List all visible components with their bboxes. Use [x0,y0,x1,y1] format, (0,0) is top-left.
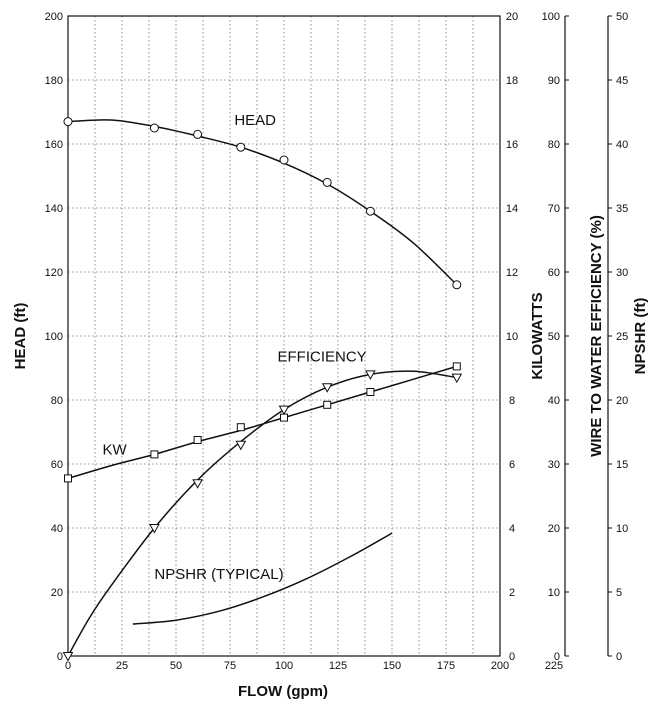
x-axis-title: FLOW (gpm) [238,683,328,700]
head-label: HEAD [234,112,276,129]
kw-point [280,413,288,422]
kw-tick-label: 18 [506,75,518,87]
npshr-tick-label: 20 [616,395,628,407]
head-tick-label: 20 [51,587,63,599]
kw-tick-label: 0 [509,651,515,663]
x-tick-label: 200 [491,660,509,672]
npshr-tick-label: 30 [616,267,628,279]
grid [68,16,500,656]
head-point [149,123,159,133]
efficiency-point [149,524,160,534]
head-axis-title: HEAD (ft) [12,303,29,370]
efficiency-tick-label: 0 [554,651,560,663]
kw-tick-label: 20 [506,11,518,23]
efficiency-tick-label: 40 [548,395,560,407]
head-tick-label: 160 [45,139,63,151]
curve-labels: HEAD EFFICIENCY KW NPSHR (TYPICAL) [103,112,367,583]
npshr-typical-label: NPSHR (TYPICAL) [154,566,283,583]
head-tick-label: 200 [45,11,63,23]
kw-tick-label: 6 [509,459,515,471]
x-tick-label: 100 [275,660,293,672]
efficiency-tick-label: 100 [542,11,560,23]
head-tick-label: 60 [51,459,63,471]
x-tick-label: 175 [437,660,455,672]
head-curve [67,119,458,286]
npshr-tick-label: 40 [616,139,628,151]
head-point [279,155,289,165]
kw-tick-label: 12 [506,267,518,279]
kw-tick-label: 2 [509,587,515,599]
kw-point [64,474,72,483]
efficiency-point [62,652,74,662]
kw-tick-label: 16 [506,139,518,151]
efficiency-tick-label: 20 [548,523,560,535]
head-point [452,280,462,290]
head-point [193,129,203,139]
npshr-axis-title: NPSHR (ft) [632,298,649,375]
efficiency-point [321,383,333,393]
tick-labels: 0 25 50 75 100 125 150 175 200 225020406080100120… [45,11,629,672]
x-tick-label: 0 [65,660,71,672]
head-tick-label: 120 [45,267,63,279]
efficiency-point [278,405,290,416]
efficiency-axis-title: WIRE TO WATER EFFICIENCY (%) [588,215,605,457]
head-point [365,206,375,216]
npshr-tick-label: 15 [616,459,628,471]
kw-tick-label: 8 [509,395,515,407]
kw-point [366,388,375,396]
x-tick-label: 25 [116,660,128,672]
kw-label: KW [103,441,128,458]
x-tick-label: 150 [383,660,401,672]
npshr-tick-label: 0 [616,651,622,663]
head-point [322,177,332,187]
x-tick-label: 75 [224,660,236,672]
npshr-tick-label: 10 [616,523,628,535]
kw-tick-label: 4 [509,523,515,535]
x-tick-label: 225 [545,660,563,672]
npshr-tick-label: 35 [616,203,628,215]
head-point [63,117,73,127]
npshr-typical-curve [132,532,393,625]
efficiency-tick-label: 10 [548,587,560,599]
efficiency-tick-label: 70 [548,203,560,215]
npshr-tick-label: 50 [616,11,628,23]
x-tick-label: 125 [329,660,347,672]
kw-tick-label: 14 [506,203,518,215]
head-point [236,142,246,152]
kw-tick-label: 10 [506,331,518,343]
kw-axis-title: KILOWATTS [529,292,546,379]
npshr-tick-label: 25 [616,331,628,343]
plot-frame [67,15,501,657]
kw-point [452,362,461,371]
head-tick-label: 140 [45,203,63,215]
efficiency-label: EFFICIENCY [278,349,367,366]
kw-point [323,400,332,409]
x-tick-label: 50 [170,660,182,672]
head-tick-label: 80 [51,395,63,407]
efficiency-point [192,479,203,489]
efficiency-curve [67,370,457,657]
kw-curve [67,365,458,480]
kw-point [193,436,202,444]
efficiency-point [235,440,247,451]
head-tick-label: 100 [45,331,63,343]
head-tick-label: 180 [45,75,63,87]
head-tick-label: 0 [57,651,63,663]
efficiency-tick-label: 80 [548,139,560,151]
kw-point [236,423,245,432]
kw-point [150,450,159,459]
efficiency-tick-label: 50 [548,331,560,343]
efficiency-tick-label: 90 [548,75,560,87]
efficiency-point [365,370,376,380]
efficiency-tick-label: 30 [548,459,560,471]
head-tick-label: 40 [51,523,63,535]
efficiency-tick-label: 60 [548,267,560,279]
markers [62,117,463,662]
npshr-tick-label: 45 [616,75,628,87]
efficiency-point [451,373,463,384]
npshr-tick-label: 5 [616,587,622,599]
